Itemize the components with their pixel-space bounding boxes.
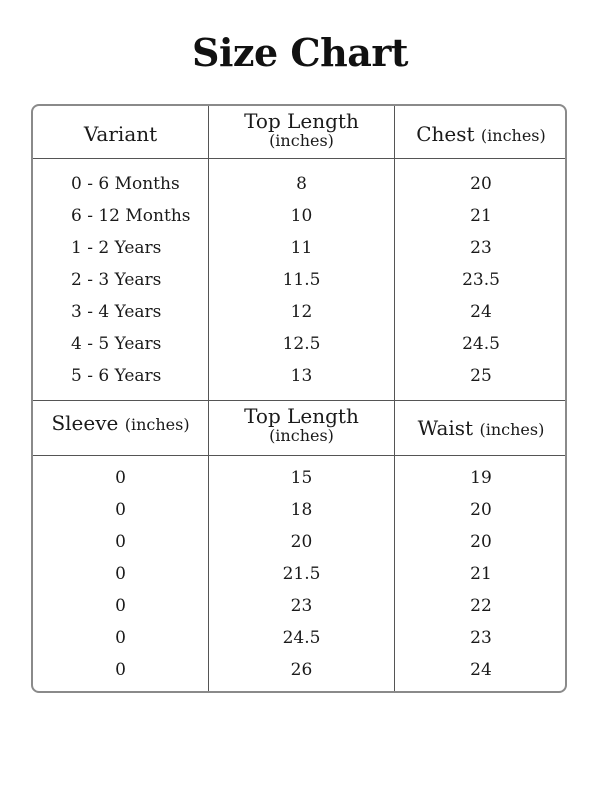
top-length-cell: 18 xyxy=(290,500,313,520)
sleeve-cell: 0 xyxy=(115,564,126,584)
top-length-cell: 21.5 xyxy=(282,564,321,584)
waist-cell: 19 xyxy=(470,468,492,488)
top-length-cell: 12.5 xyxy=(282,334,321,354)
variant-cell: 1 - 2 Years xyxy=(71,238,162,258)
top-length-cell: 11 xyxy=(290,238,313,258)
variant-cell: 2 - 3 Years xyxy=(71,270,162,290)
top-length-cell: 11.5 xyxy=(282,270,321,290)
row-divider xyxy=(33,400,565,401)
top-length-cell: 23 xyxy=(290,596,313,616)
top-length-cell: 12 xyxy=(290,302,313,322)
row-divider xyxy=(33,455,565,456)
sleeve-cell: 0 xyxy=(115,468,126,488)
top-length-cell: 13 xyxy=(290,366,313,386)
size-chart-table: Variant Top Length (inches) Chest (inche… xyxy=(31,104,567,693)
row-divider xyxy=(33,158,565,159)
sleeve-cell: 0 xyxy=(115,628,126,648)
chest-cell: 23.5 xyxy=(462,270,500,290)
variant-cell: 0 - 6 Months xyxy=(71,174,180,194)
header-sleeve: Sleeve (inches) xyxy=(51,411,190,435)
waist-cell: 24 xyxy=(470,660,492,680)
chest-cell: 23 xyxy=(470,238,492,258)
chest-cell: 24 xyxy=(470,302,492,322)
top-length-cell: 8 xyxy=(296,174,307,194)
sleeve-cell: 0 xyxy=(115,596,126,616)
variant-cell: 3 - 4 Years xyxy=(71,302,162,322)
waist-cell: 20 xyxy=(470,532,492,552)
header-variant: Variant xyxy=(83,122,158,146)
sleeve-cell: 0 xyxy=(115,500,126,520)
header-top-length: Top Length (inches) xyxy=(244,109,359,150)
top-length-cell: 24.5 xyxy=(282,628,321,648)
header-chest: Chest (inches) xyxy=(416,122,546,146)
chest-cell: 24.5 xyxy=(462,334,500,354)
header-waist: Waist (inches) xyxy=(417,416,545,440)
chest-cell: 20 xyxy=(470,174,492,194)
column-divider xyxy=(208,106,209,691)
top-length-cell: 20 xyxy=(290,532,313,552)
waist-cell: 23 xyxy=(470,628,492,648)
variant-cell: 6 - 12 Months xyxy=(71,206,191,226)
waist-cell: 22 xyxy=(470,596,492,616)
sleeve-cell: 0 xyxy=(115,532,126,552)
sleeve-cell: 0 xyxy=(115,660,126,680)
header-top-length-2: Top Length (inches) xyxy=(244,404,359,445)
waist-cell: 20 xyxy=(470,500,492,520)
variant-cell: 5 - 6 Years xyxy=(71,366,162,386)
page-title: Size Chart xyxy=(192,30,408,75)
top-length-cell: 10 xyxy=(290,206,313,226)
chest-cell: 25 xyxy=(470,366,492,386)
waist-cell: 21 xyxy=(470,564,492,584)
column-divider xyxy=(394,106,395,691)
variant-cell: 4 - 5 Years xyxy=(71,334,162,354)
top-length-cell: 15 xyxy=(290,468,313,488)
top-length-cell: 26 xyxy=(290,660,313,680)
chest-cell: 21 xyxy=(470,206,492,226)
